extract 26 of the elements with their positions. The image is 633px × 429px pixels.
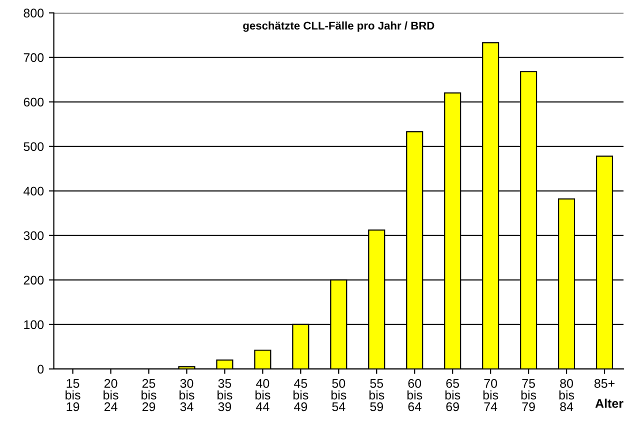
x-tick-label: 50 bis 54 — [331, 378, 346, 412]
x-tick-label: 75 bis 79 — [521, 379, 536, 412]
y-tick-label: 0 — [38, 364, 44, 374]
y-tick-label: 600 — [24, 98, 44, 107]
y-tick-label: 800 — [24, 8, 44, 18]
x-tick-label: 60 bis 64 — [407, 378, 422, 412]
y-tick-label: 700 — [24, 53, 44, 62]
x-axis-title: Alter — [595, 398, 624, 408]
x-tick-label: 45 bis 49 — [293, 379, 308, 412]
text: geschätzte CLL-Fälle pro Jahr / BRD — [243, 21, 434, 32]
y-tick-label: 400 — [24, 186, 44, 196]
x-tick-label: 20 bis 24 — [104, 378, 118, 412]
x-tick-label: 55 bis 59 — [369, 379, 384, 412]
x-tick-label: 70 bis 74 — [483, 378, 498, 412]
x-tick-label: 80 bis 84 — [559, 378, 574, 412]
x-tick-label: 40 bis 44 — [256, 378, 270, 412]
x-tick-label: 25 bis 29 — [142, 378, 156, 412]
y-tick-label: 100 — [24, 320, 44, 330]
y-tick-label: 500 — [24, 142, 44, 152]
x-tick-label: 15 bis 19 — [66, 379, 80, 412]
x-tick-label: 65 bis 69 — [445, 378, 460, 412]
x-tick-label: 30 bis 34 — [180, 378, 194, 412]
y-tick-label: 300 — [24, 231, 44, 240]
x-tick-label: 35 bis 39 — [218, 378, 232, 412]
y-tick-label: 200 — [24, 276, 44, 285]
x-tick-label: 85+ — [594, 378, 614, 388]
